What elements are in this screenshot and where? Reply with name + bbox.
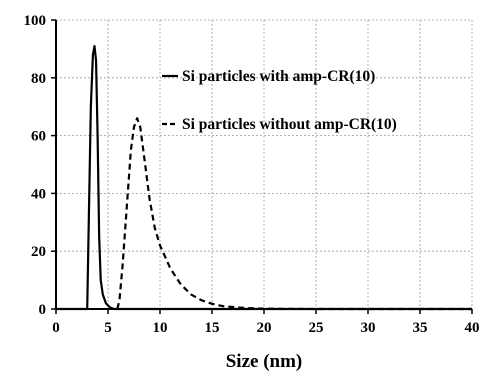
y-tick-label: 80 bbox=[31, 71, 46, 87]
x-tick-label: 5 bbox=[104, 320, 112, 336]
series-line-2 bbox=[116, 117, 472, 311]
series-layer bbox=[56, 44, 472, 311]
y-tick-label: 60 bbox=[31, 129, 46, 145]
legend: Si particles with amp-CR(10) Si particles… bbox=[162, 68, 397, 133]
x-axis-title: Size (nm) bbox=[226, 351, 303, 372]
x-tick-label: 35 bbox=[413, 320, 428, 336]
legend-label-1: Si particles with amp-CR(10) bbox=[182, 68, 375, 85]
axes-layer bbox=[51, 19, 473, 314]
legend-label-2: Si particles without amp-CR(10) bbox=[182, 116, 397, 133]
grid-layer bbox=[56, 19, 473, 309]
x-tick-label: 20 bbox=[257, 320, 272, 336]
series-line-1 bbox=[56, 44, 472, 311]
tick-labels: 0 5 10 15 20 25 30 35 40 0 20 40 60 80 100 bbox=[24, 13, 480, 336]
x-tick-label: 30 bbox=[361, 320, 376, 336]
y-tick-label: 40 bbox=[31, 186, 46, 202]
y-tick-label: 20 bbox=[31, 244, 46, 260]
x-tick-label: 0 bbox=[52, 320, 60, 336]
y-tick-label: 0 bbox=[39, 302, 47, 318]
x-tick-label: 15 bbox=[205, 320, 220, 336]
x-tick-label: 10 bbox=[153, 320, 168, 336]
x-tick-label: 25 bbox=[309, 320, 324, 336]
y-tick-label: 100 bbox=[24, 13, 47, 29]
x-tick-label: 40 bbox=[465, 320, 480, 336]
